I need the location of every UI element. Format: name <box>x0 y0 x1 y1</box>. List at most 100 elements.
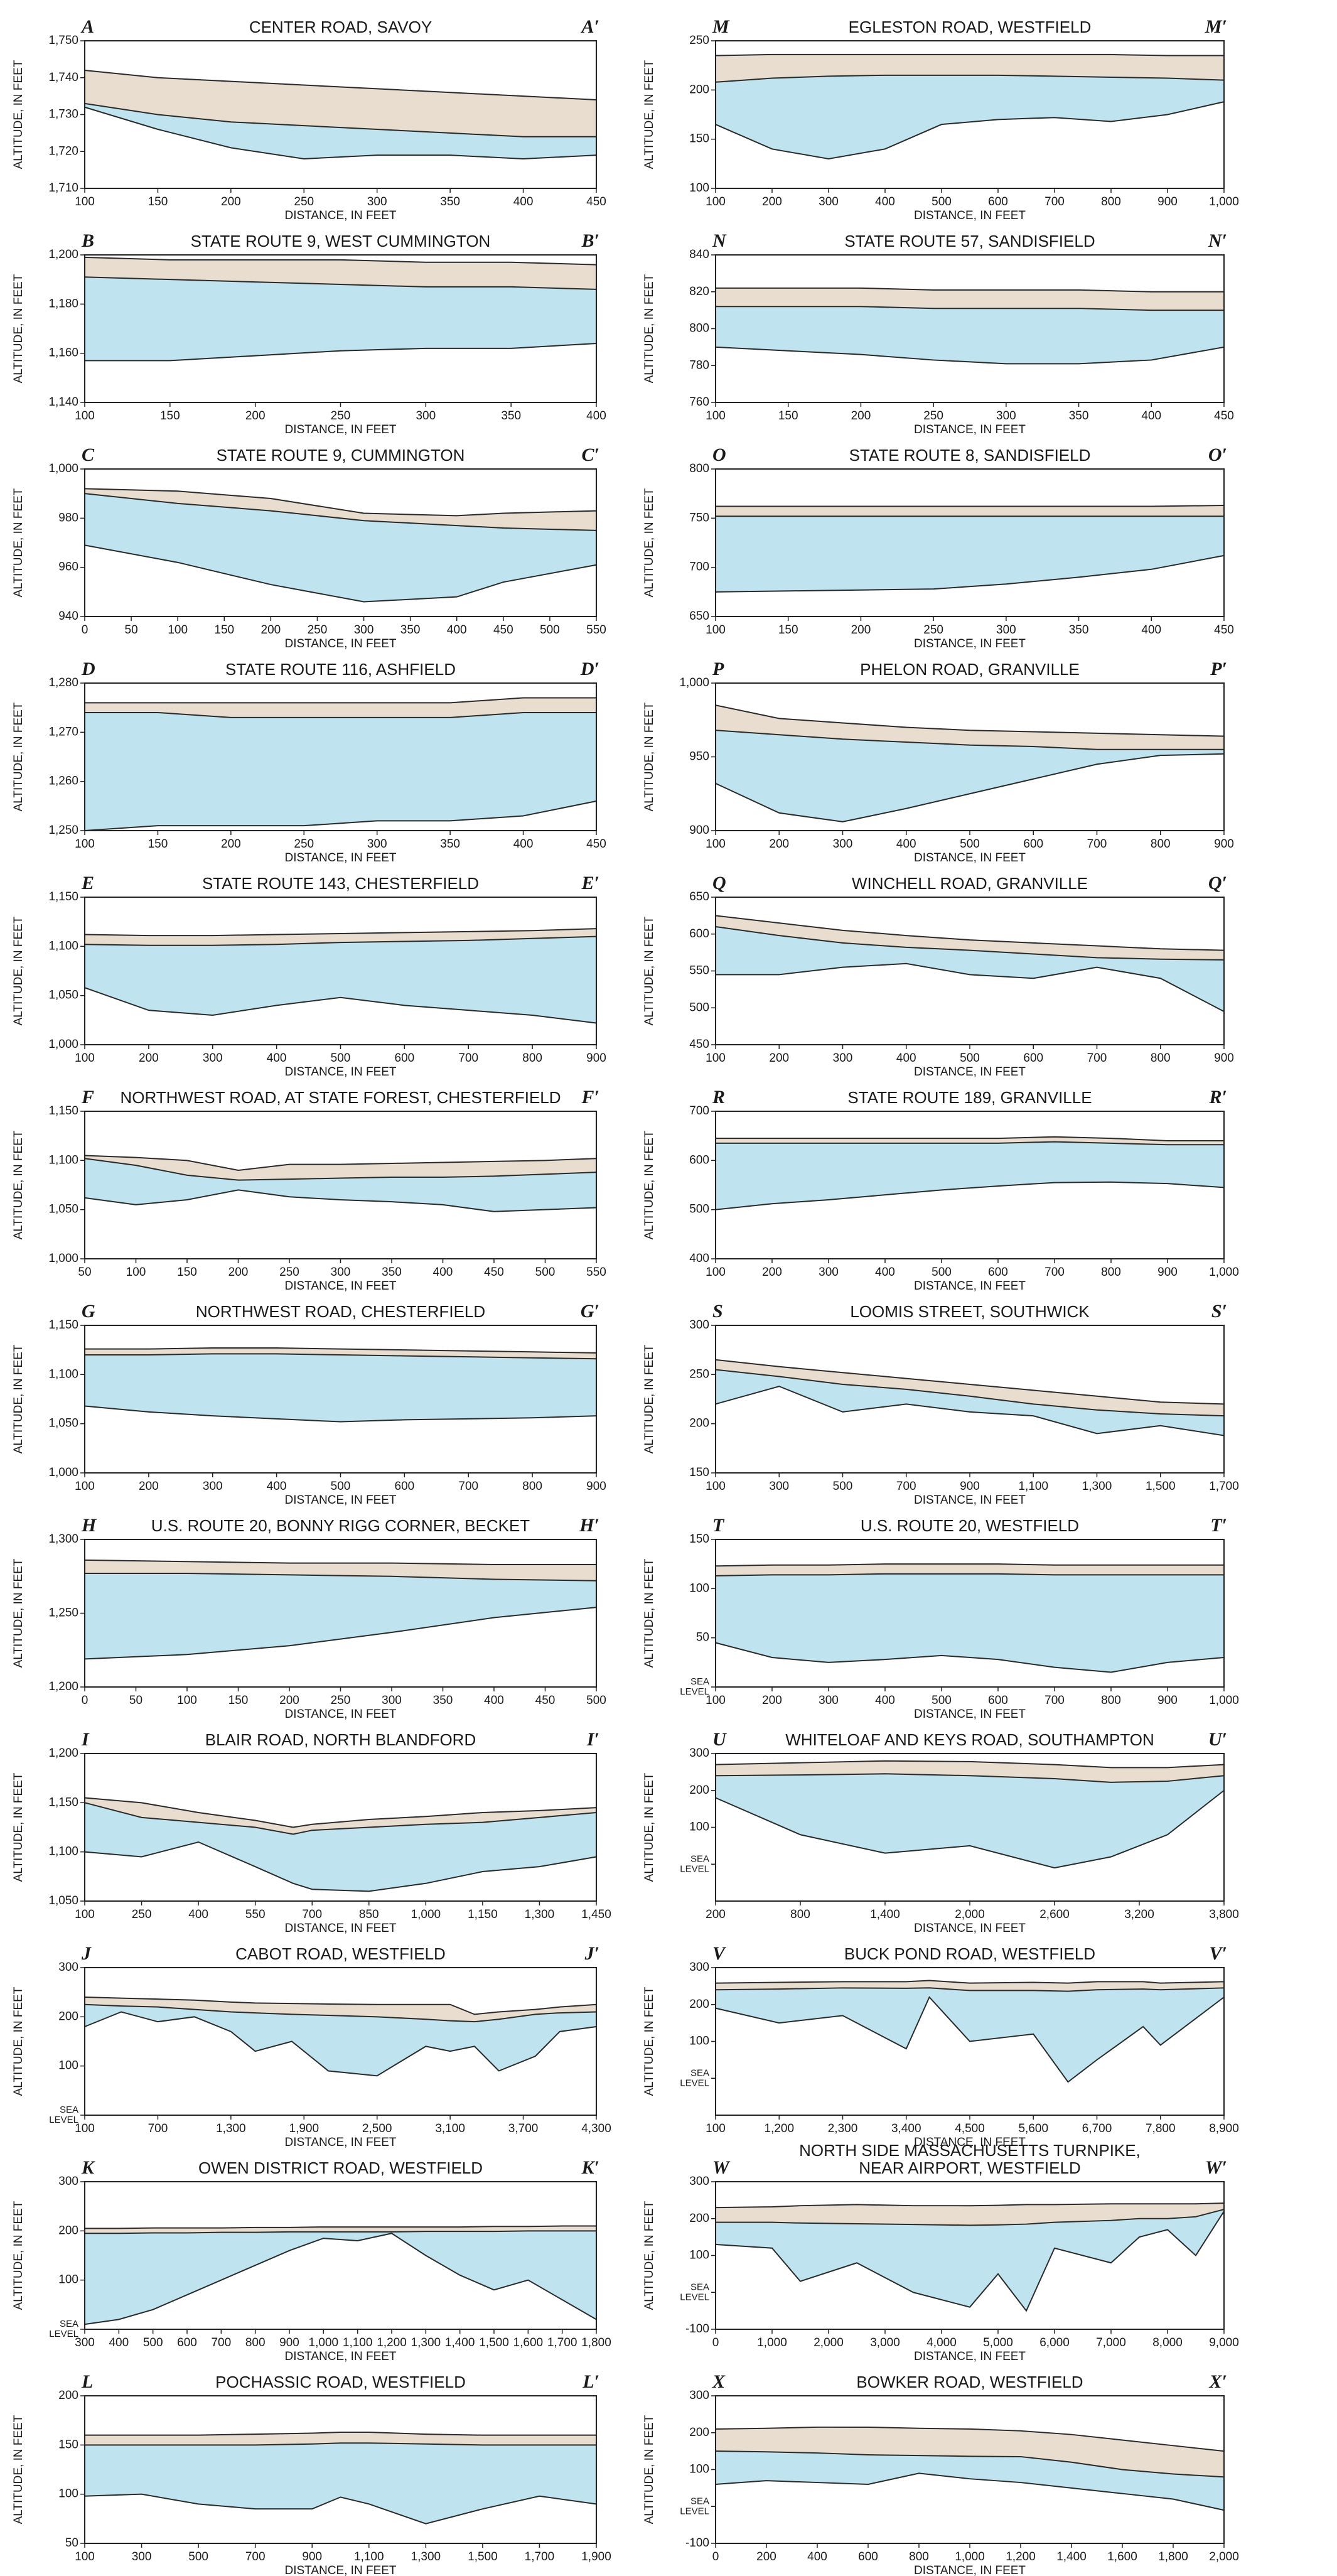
section-chart: PHELON ROAD, GRANVILLEPP′9009501,0001002… <box>643 659 1234 865</box>
y-tick-label: 100 <box>689 1582 709 1595</box>
y-tick-label: 1,180 <box>48 297 78 310</box>
section-start-letter: N <box>712 230 727 251</box>
section-end-letter: C′ <box>582 445 599 465</box>
x-tick-label: 200 <box>245 409 266 423</box>
x-axis-label: DISTANCE, IN FEET <box>284 2564 396 2576</box>
x-tick-label: 3,200 <box>1124 1908 1154 1921</box>
x-tick-label: 4,300 <box>581 2122 611 2135</box>
x-tick-label: 100 <box>706 623 726 637</box>
x-tick-label: 1,100 <box>354 2550 384 2563</box>
x-tick-label: 350 <box>1069 409 1089 423</box>
x-tick-label: 350 <box>440 195 460 208</box>
x-tick-label: 100 <box>75 838 95 851</box>
x-tick-label: 400 <box>875 195 895 208</box>
section-chart: STATE ROUTE 189, GRANVILLERR′40050060070… <box>643 1087 1239 1293</box>
x-tick-label: 2,000 <box>955 1908 985 1921</box>
section-end-letter: H′ <box>579 1515 599 1536</box>
chart-title: BLAIR ROAD, NORTH BLANDFORD <box>205 1730 476 1749</box>
x-tick-label: 4,500 <box>955 2122 985 2135</box>
x-tick-label: 200 <box>139 1480 159 1493</box>
x-tick-label: 500 <box>143 2336 163 2349</box>
y-tick-label: 1,050 <box>48 1203 78 1216</box>
y-tick-label: 450 <box>689 1038 709 1051</box>
x-tick-label: 850 <box>359 1908 379 1921</box>
y-axis-label: ALTITUDE, IN FEET <box>12 274 25 383</box>
section-start-letter: V <box>712 1943 727 1964</box>
y-tick-label: 100 <box>689 2035 709 2048</box>
x-tick-label: 300 <box>354 623 374 637</box>
section-chart: CENTER ROAD, SAVOYAA′1,7101,7201,7301,74… <box>12 16 606 222</box>
chart-title: OWEN DISTRICT ROAD, WESTFIELD <box>198 2158 483 2177</box>
x-tick-label: 100 <box>75 2122 95 2135</box>
y-tick-label: SEALEVEL <box>680 1853 709 1874</box>
y-axis-label: ALTITUDE, IN FEET <box>643 1986 656 2096</box>
y-tick-label: 100 <box>58 2487 78 2501</box>
x-tick-label: 450 <box>484 1266 504 1279</box>
y-tick-label: 1,150 <box>48 1104 78 1118</box>
section-end-letter: U′ <box>1208 1729 1227 1750</box>
x-tick-label: 1,600 <box>513 2336 544 2349</box>
y-tick-label: 1,250 <box>48 1607 78 1620</box>
chart-title: NORTHWEST ROAD, AT STATE FOREST, CHESTER… <box>120 1088 561 1107</box>
x-tick-label: 450 <box>586 838 606 851</box>
x-tick-label: 900 <box>1214 838 1234 851</box>
section-end-letter: T′ <box>1210 1515 1227 1536</box>
y-tick-label: 1,000 <box>48 1038 78 1051</box>
y-tick-label: 150 <box>689 1466 709 1479</box>
x-tick-label: 1,700 <box>525 2550 555 2563</box>
x-axis-label: DISTANCE, IN FEET <box>914 1494 1026 1507</box>
chart-title: WHITELOAF AND KEYS ROAD, SOUTHAMPTON <box>785 1730 1154 1749</box>
y-tick-label: 50 <box>65 2536 78 2550</box>
section-start-letter: W <box>712 2157 731 2178</box>
y-tick-label: 1,100 <box>48 1845 78 1858</box>
x-tick-label: 800 <box>909 2550 929 2563</box>
y-tick-label: 200 <box>689 83 709 96</box>
x-axis-label: DISTANCE, IN FEET <box>914 851 1026 865</box>
x-tick-label: 600 <box>395 1052 415 1065</box>
x-tick-label: 150 <box>214 623 234 637</box>
x-tick-label: 300 <box>769 1480 789 1493</box>
y-axis-label: ALTITUDE, IN FEET <box>643 702 656 811</box>
y-axis-label: ALTITUDE, IN FEET <box>643 1772 656 1882</box>
y-tick-label-line: SEA <box>690 2496 709 2506</box>
x-tick-label: 700 <box>211 2336 231 2349</box>
y-axis-label: ALTITUDE, IN FEET <box>12 2415 25 2524</box>
x-tick-label: 1,400 <box>870 1908 900 1921</box>
chart-title: LOOMIS STREET, SOUTHWICK <box>850 1302 1090 1321</box>
y-tick-label: 1,200 <box>48 248 78 261</box>
x-tick-label: 150 <box>148 195 168 208</box>
x-tick-label: 900 <box>302 2550 322 2563</box>
x-tick-label: 200 <box>139 1052 159 1065</box>
x-tick-label: 350 <box>382 1266 402 1279</box>
section-end-letter: R′ <box>1209 1087 1227 1107</box>
y-tick-label: 960 <box>58 561 78 574</box>
x-tick-label: 100 <box>75 195 95 208</box>
x-tick-label: 150 <box>778 409 798 423</box>
x-tick-label: 200 <box>769 838 789 851</box>
y-tick-label: 250 <box>689 34 709 47</box>
x-axis-label: DISTANCE, IN FEET <box>284 1922 396 1935</box>
y-tick-label: 1,260 <box>48 775 78 788</box>
x-tick-label: 600 <box>1023 838 1043 851</box>
section-chart: STATE ROUTE 8, SANDISFIELDOO′65070075080… <box>643 445 1234 650</box>
x-tick-label: 300 <box>416 409 436 423</box>
x-tick-label: 3,100 <box>435 2122 465 2135</box>
x-tick-label: 800 <box>1151 1052 1171 1065</box>
y-tick-label: 700 <box>689 561 709 574</box>
x-tick-label: 1,000 <box>411 1908 441 1921</box>
x-tick-label: 0 <box>82 623 89 637</box>
section-end-letter: K′ <box>581 2157 599 2178</box>
x-tick-label: 400 <box>896 838 916 851</box>
y-tick-label: 800 <box>689 462 709 475</box>
x-tick-label: 1,800 <box>581 2336 611 2349</box>
x-tick-label: 300 <box>203 1480 223 1493</box>
y-axis-label: ALTITUDE, IN FEET <box>12 1130 25 1239</box>
section-start-letter: X <box>712 2371 726 2392</box>
y-tick-label: 1,200 <box>48 1747 78 1760</box>
y-tick-label: 650 <box>689 890 709 903</box>
x-tick-label: 150 <box>177 1266 197 1279</box>
x-tick-label: 200 <box>221 838 241 851</box>
